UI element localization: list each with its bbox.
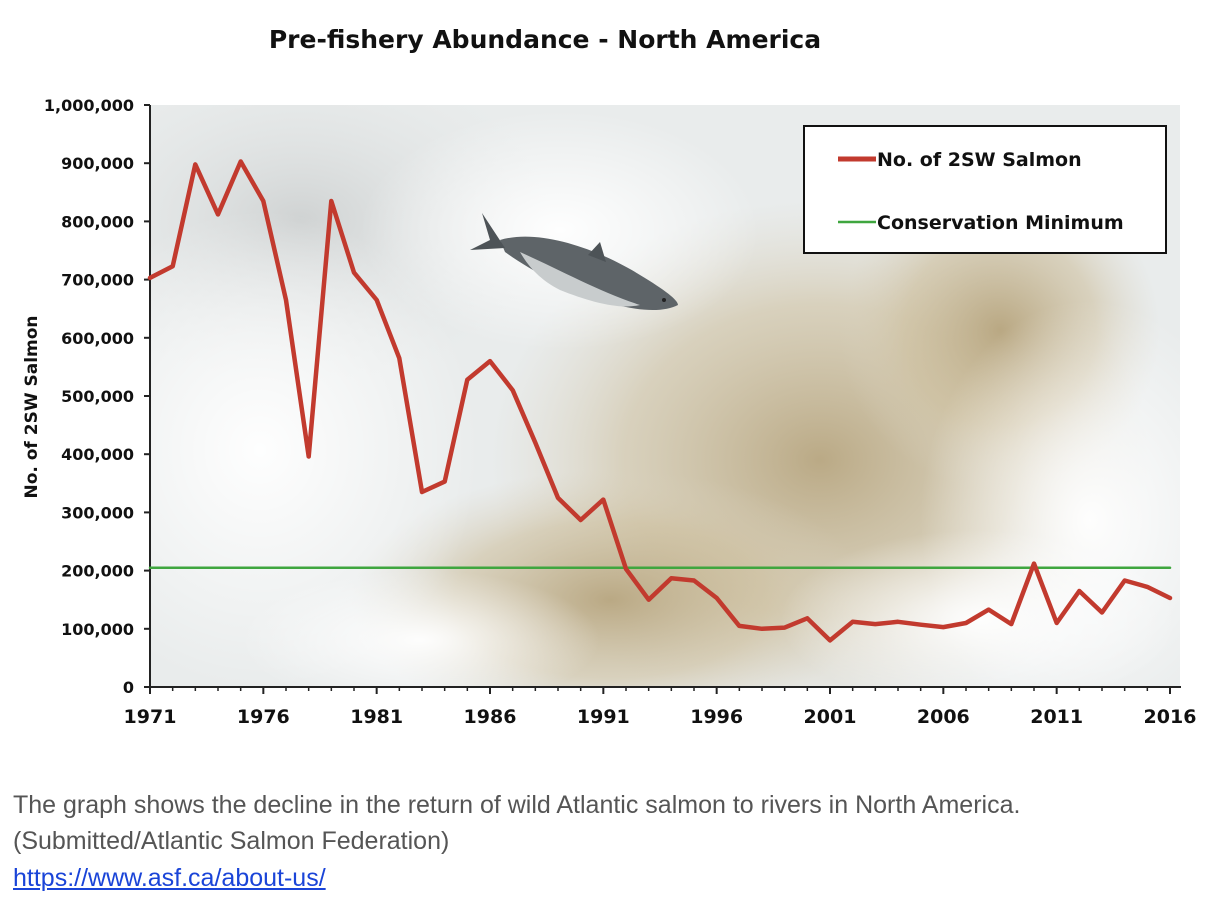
x-tick-label: 1996 [690,706,743,728]
figure-caption: The graph shows the decline in the retur… [13,791,1021,819]
x-tick-label: 1986 [464,706,517,728]
legend: No. of 2SW Salmon Conservation Minimum [803,125,1167,254]
chart-title: Pre-fishery Abundance - North America [269,25,821,54]
salmon-image [470,213,678,311]
y-tick-label: 1,000,000 [44,96,134,115]
source-link[interactable]: https://www.asf.ca/about-us/ [13,864,326,892]
y-ticks: 0 100,000 200,000 300,000 400,000 500,000 600,… [44,96,150,697]
legend-label-salmon: No. of 2SW Salmon [877,149,1082,171]
x-tick-label: 2011 [1030,706,1083,728]
x-tick-label: 1981 [350,706,403,728]
legend-label-conservation: Conservation Minimum [877,212,1124,234]
x-tick-label: 1991 [577,706,630,728]
series-line-2sw-salmon [147,159,1173,643]
y-tick-label: 600,000 [61,329,134,348]
y-tick-label: 0 [123,678,134,697]
y-tick-label: 300,000 [61,503,134,522]
line-chart: 0 100,000 200,000 300,000 400,000 500,000 600,… [22,25,1197,728]
x-tick-label: 2006 [917,706,970,728]
x-tick-label: 2001 [804,706,857,728]
y-axis-label: No. of 2SW Salmon [22,315,42,498]
x-tick-label: 1976 [237,706,290,728]
series-layer [147,159,1173,643]
figure-credit: (Submitted/Atlantic Salmon Federation) [13,827,450,855]
x-ticks: 1971 1976 1981 1986 1991 1996 2001 2006 2011 2016 [124,687,1197,728]
y-tick-label: 100,000 [61,620,134,639]
y-tick-label: 800,000 [61,212,134,231]
y-tick-label: 200,000 [61,562,134,581]
chart-container: 0 100,000 200,000 300,000 400,000 500,000 600,… [22,25,1197,728]
y-tick-label: 900,000 [61,154,134,173]
y-tick-label: 500,000 [61,387,134,406]
y-tick-label: 700,000 [61,271,134,290]
legend-box [803,125,1167,254]
x-tick-label: 1971 [124,706,177,728]
x-tick-label: 2016 [1144,706,1197,728]
y-tick-label: 400,000 [61,445,134,464]
